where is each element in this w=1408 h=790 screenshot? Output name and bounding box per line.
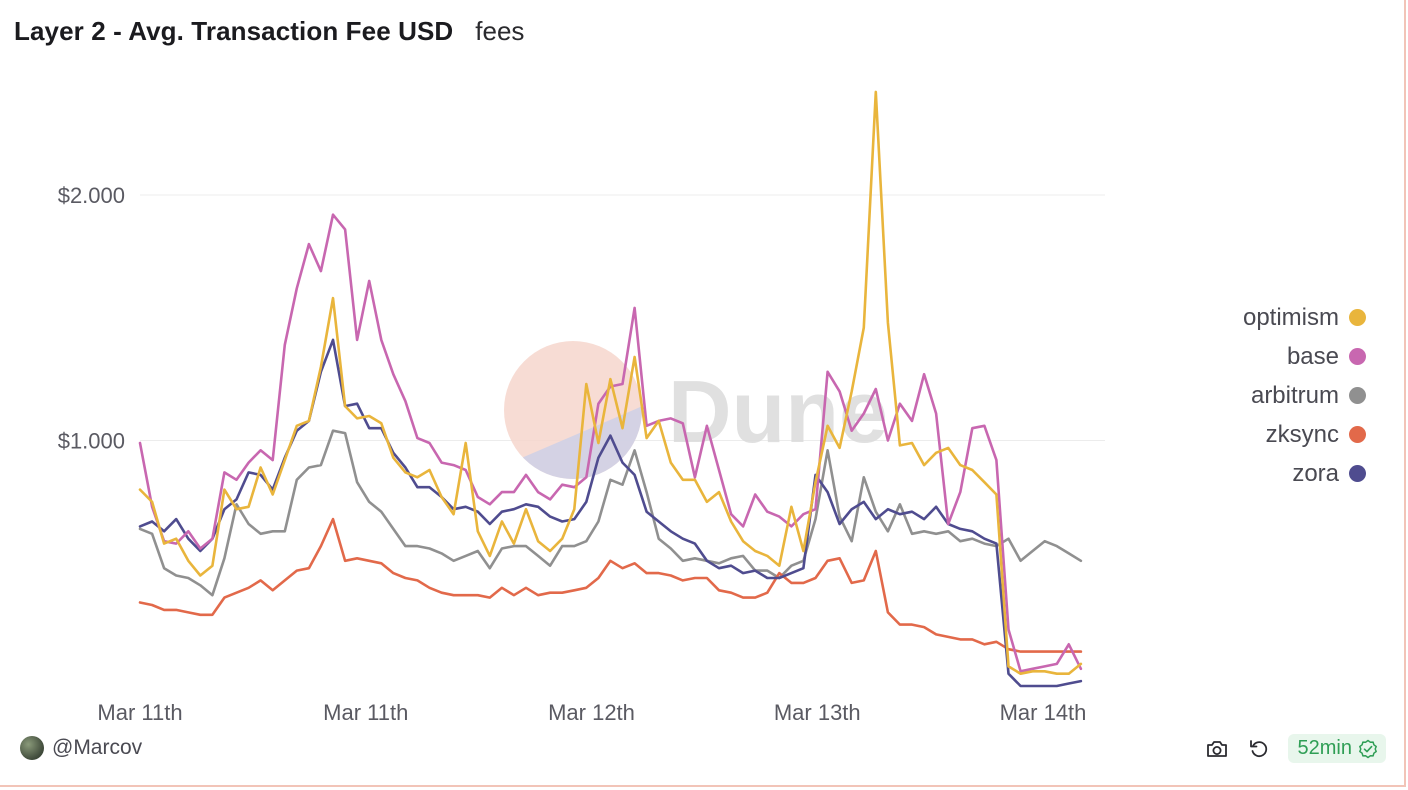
legend-label: optimism — [1242, 303, 1339, 331]
x-tick-label: Mar 13th — [774, 700, 861, 725]
refresh-icon[interactable] — [1246, 736, 1272, 762]
line-chart: Dune $1.000 $2.000 Mar 11th Mar 11th Mar 12… — [58, 90, 1105, 725]
legend-item-zora[interactable]: zora — [1243, 454, 1366, 493]
legend-item-base[interactable]: base — [1243, 337, 1366, 376]
series-line-zksync — [138, 517, 1083, 653]
legend-label: zora — [1292, 459, 1339, 487]
y-tick-label: $2.000 — [58, 183, 125, 208]
legend-item-optimism[interactable]: optimism — [1243, 298, 1366, 337]
x-tick-label: Mar 14th — [1000, 700, 1087, 725]
chart-legend: optimism base arbitrum zksync zora — [1243, 298, 1366, 493]
x-tick-label: Mar 12th — [548, 700, 635, 725]
series-line-base — [138, 213, 1083, 673]
series-line-zora — [138, 338, 1083, 688]
series-lines — [138, 90, 1083, 688]
x-tick-label: Mar 11th — [97, 700, 182, 725]
refresh-status-badge[interactable]: 52min — [1287, 734, 1386, 763]
refresh-age-text: 52min — [1297, 737, 1352, 759]
chart-actions: 52min — [1204, 734, 1386, 763]
author-info[interactable]: @Marcov — [20, 736, 142, 760]
user-avatar-icon — [20, 736, 44, 760]
author-name[interactable]: @Marcov — [52, 736, 143, 759]
y-axis-ticks: $1.000 $2.000 — [58, 183, 125, 453]
chart-title: Layer 2 - Avg. Transaction Fee USD — [14, 16, 454, 46]
legend-color-dot — [1349, 465, 1366, 482]
legend-item-arbitrum[interactable]: arbitrum — [1243, 376, 1366, 415]
legend-color-dot — [1349, 387, 1366, 404]
x-tick-label: Mar 11th — [323, 700, 408, 725]
legend-item-zksync[interactable]: zksync — [1243, 415, 1366, 454]
watermark-text: Dune — [668, 362, 888, 461]
legend-label: zksync — [1265, 420, 1339, 448]
series-line-arbitrum — [138, 429, 1083, 597]
chart-header: Layer 2 - Avg. Transaction Fee USD fees — [14, 16, 524, 52]
chart-subtitle: fees — [475, 16, 525, 46]
x-axis-ticks: Mar 11th Mar 11th Mar 12th Mar 13th Mar 14th — [97, 700, 1086, 725]
legend-color-dot — [1349, 426, 1366, 443]
camera-icon[interactable] — [1204, 736, 1230, 762]
legend-label: arbitrum — [1250, 381, 1339, 409]
legend-label: base — [1286, 342, 1339, 370]
series-line-optimism — [138, 90, 1083, 676]
y-tick-label: $1.000 — [58, 429, 125, 454]
legend-color-dot — [1349, 348, 1366, 365]
check-circle-icon — [1359, 739, 1377, 758]
legend-color-dot — [1349, 309, 1366, 326]
